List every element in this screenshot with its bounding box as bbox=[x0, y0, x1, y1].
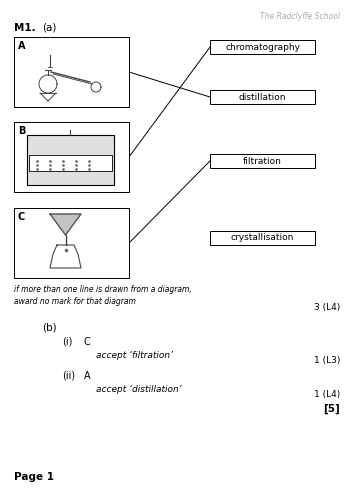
FancyBboxPatch shape bbox=[14, 122, 129, 192]
Text: 3 (L4): 3 (L4) bbox=[314, 303, 340, 312]
FancyBboxPatch shape bbox=[210, 90, 315, 104]
Text: filtration: filtration bbox=[243, 156, 282, 166]
Text: (ii): (ii) bbox=[62, 371, 75, 381]
Text: crystallisation: crystallisation bbox=[231, 234, 294, 242]
Text: A: A bbox=[18, 41, 25, 51]
Text: accept ‘filtration’: accept ‘filtration’ bbox=[96, 351, 173, 360]
Text: 1 (L3): 1 (L3) bbox=[313, 356, 340, 365]
FancyBboxPatch shape bbox=[210, 231, 315, 245]
Text: [5]: [5] bbox=[323, 404, 340, 414]
Text: (a): (a) bbox=[42, 23, 56, 33]
Text: A: A bbox=[84, 371, 91, 381]
FancyBboxPatch shape bbox=[210, 40, 315, 54]
Text: Page 1: Page 1 bbox=[14, 472, 54, 482]
Text: C: C bbox=[18, 212, 25, 222]
Text: M1.: M1. bbox=[14, 23, 36, 33]
Text: C: C bbox=[84, 337, 91, 347]
Text: (b): (b) bbox=[42, 323, 56, 333]
Text: accept ‘distillation’: accept ‘distillation’ bbox=[96, 385, 182, 394]
FancyBboxPatch shape bbox=[14, 37, 129, 107]
Text: if more than one line is drawn from a diagram,
award no mark for that diagram: if more than one line is drawn from a di… bbox=[14, 285, 192, 306]
FancyBboxPatch shape bbox=[14, 208, 129, 278]
FancyBboxPatch shape bbox=[29, 155, 112, 171]
Text: (i): (i) bbox=[62, 337, 72, 347]
Text: distillation: distillation bbox=[239, 92, 286, 102]
Text: B: B bbox=[18, 126, 25, 136]
FancyBboxPatch shape bbox=[210, 154, 315, 168]
FancyBboxPatch shape bbox=[27, 135, 114, 185]
Text: chromatography: chromatography bbox=[225, 42, 300, 51]
Text: The Radclyffe School: The Radclyffe School bbox=[260, 12, 340, 21]
Text: 1 (L4): 1 (L4) bbox=[314, 390, 340, 399]
Polygon shape bbox=[50, 214, 81, 235]
